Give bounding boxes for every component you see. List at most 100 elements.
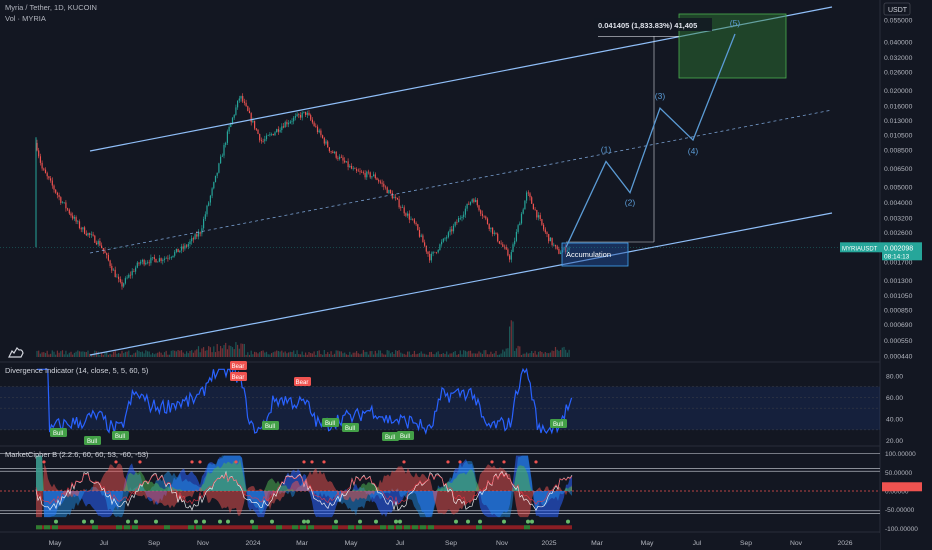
candle-body: [75, 217, 77, 222]
volume-bar: [305, 352, 307, 357]
candle-body: [194, 234, 196, 240]
cipher-strip-segment: [308, 525, 314, 530]
volume-bar: [548, 353, 550, 357]
volume-bar: [390, 353, 392, 357]
volume-bar: [357, 353, 359, 357]
candle-body: [420, 235, 422, 237]
candle-body: [563, 247, 565, 251]
volume-bar: [169, 354, 171, 357]
cipher-sell-dot: [302, 460, 306, 464]
volume-bar: [546, 353, 548, 357]
volume-bar: [478, 351, 480, 357]
volume-bar: [395, 350, 397, 357]
volume-bar: [131, 354, 133, 357]
candle-body: [388, 190, 390, 194]
candle-body: [539, 215, 541, 220]
cipher-sell-dot: [322, 460, 326, 464]
candle-body: [566, 249, 568, 253]
rsi-axis-tick: 60.00: [886, 395, 903, 402]
cipher-strip-segment: [412, 525, 418, 530]
volume-bar: [469, 350, 472, 357]
candle-body: [230, 122, 232, 127]
volume-bar: [447, 354, 449, 357]
candle-body: [347, 161, 349, 168]
candle-body: [187, 243, 189, 247]
cipher-buy-dot: [90, 519, 94, 524]
volume-bar: [180, 350, 183, 357]
volume-bar: [308, 352, 310, 357]
cipher-wt1-line: [35, 470, 573, 511]
candle-body: [308, 112, 310, 116]
candle-body: [315, 126, 317, 127]
candle-body: [155, 259, 157, 263]
volume-bar: [383, 354, 385, 357]
symbol-tag: MYRIAUSDT: [842, 246, 878, 252]
price-axis-tick: 0.000440: [884, 354, 913, 361]
volume-bar: [279, 351, 281, 357]
volume-bar: [174, 350, 176, 357]
candle-body: [407, 213, 409, 216]
candle-body: [493, 232, 495, 234]
price-axis-tick: 0.001050: [884, 293, 913, 300]
volume-bar: [495, 350, 497, 357]
signal-label: Bull: [53, 431, 63, 437]
candle-body: [345, 161, 347, 163]
candle-body: [277, 129, 279, 132]
volume-bar: [294, 353, 296, 357]
marketcipher-title[interactable]: MarketCipher B (2.2.6, 60, 60, 53, -60, …: [5, 450, 149, 459]
candle-body: [259, 133, 261, 141]
volume-bar: [184, 353, 186, 357]
cipher-strip-segment: [124, 525, 130, 530]
candle-body: [301, 112, 303, 118]
volume-title[interactable]: Vol · MYRIA: [5, 14, 46, 23]
wave-label: (2): [625, 198, 636, 208]
cipher-buy-dot: [218, 519, 222, 524]
volume-bar: [398, 350, 400, 357]
volume-bar: [405, 354, 407, 357]
volume-bar: [374, 350, 376, 357]
volume-bar: [126, 351, 128, 357]
volume-bar: [61, 350, 64, 357]
candle-body: [350, 165, 353, 169]
candle-body: [146, 262, 149, 264]
candle-body: [505, 246, 507, 250]
volume-bar: [413, 350, 415, 357]
measure-label-bg: [594, 18, 712, 31]
volume-bar: [218, 351, 220, 357]
divergence-indicator-title[interactable]: Divergence Indicator (14, close, 5, 5, 6…: [5, 366, 149, 375]
candle-body: [519, 223, 521, 226]
volume-bar: [260, 350, 262, 357]
volume-bar: [371, 351, 373, 357]
symbol-title[interactable]: Myria / Tether, 1D, KUCOIN: [5, 3, 97, 12]
candle-body: [359, 171, 361, 173]
rsi-axis-tick: 80.00: [886, 373, 903, 380]
candle-body: [425, 245, 427, 252]
volume-bar: [153, 354, 155, 357]
volume-bar: [136, 350, 138, 357]
volume-bar: [46, 350, 48, 357]
volume-bar: [311, 353, 313, 357]
volume-bar: [362, 350, 364, 357]
volume-bar: [106, 352, 108, 357]
candle-body: [344, 160, 346, 163]
candle-body: [153, 257, 155, 260]
candle-body: [529, 193, 531, 198]
time-axis-tick: Sep: [740, 540, 752, 547]
candle-body: [111, 266, 113, 271]
signal-label: Bull: [553, 422, 563, 428]
volume-bar: [473, 353, 475, 357]
volume-bar: [407, 351, 409, 357]
volume-bar: [376, 353, 378, 357]
volume-bar: [560, 349, 562, 357]
volume-bar: [303, 354, 305, 357]
candle-body: [393, 197, 395, 199]
candle-body: [242, 96, 244, 102]
signal-label: Bull: [87, 439, 97, 445]
cipher-sell-dot: [138, 460, 142, 464]
candle-body: [90, 234, 92, 236]
volume-bar: [243, 343, 245, 357]
candle-body: [264, 139, 266, 142]
volume-bar: [80, 351, 82, 357]
volume-bar: [424, 353, 426, 357]
